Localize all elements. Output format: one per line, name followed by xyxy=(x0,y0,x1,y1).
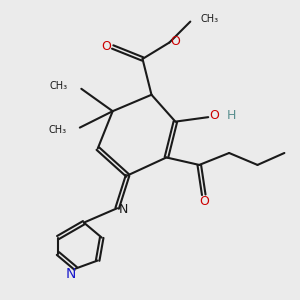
Text: O: O xyxy=(209,110,219,122)
Text: N: N xyxy=(119,203,128,216)
Text: H: H xyxy=(227,110,236,122)
Text: CH₃: CH₃ xyxy=(48,125,66,135)
Text: N: N xyxy=(66,267,76,281)
Text: CH₃: CH₃ xyxy=(50,81,68,92)
Text: O: O xyxy=(200,195,210,208)
Text: O: O xyxy=(101,40,111,53)
Text: CH₃: CH₃ xyxy=(201,14,219,24)
Text: O: O xyxy=(170,34,180,47)
